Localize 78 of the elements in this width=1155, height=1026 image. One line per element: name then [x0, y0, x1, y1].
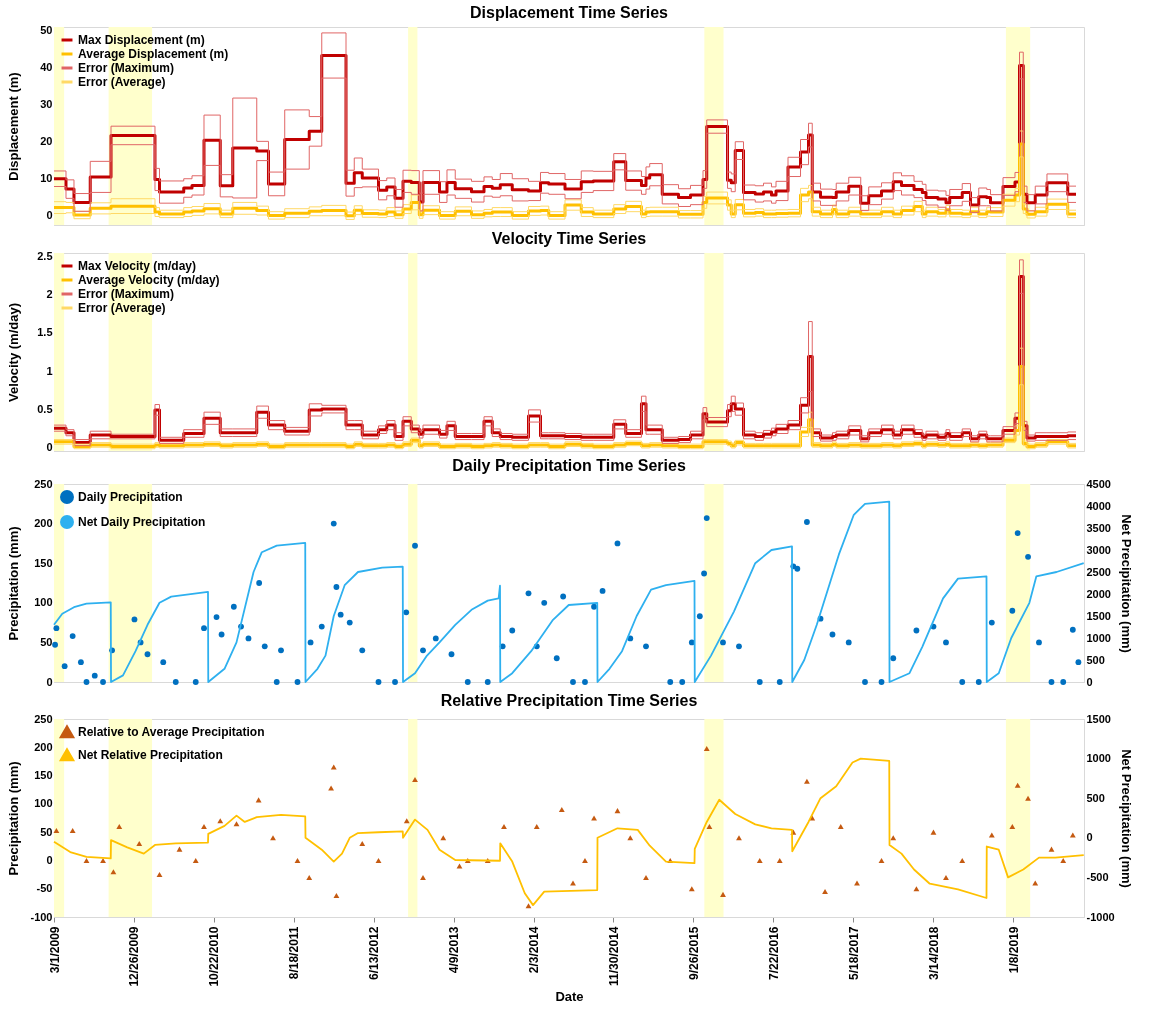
- y-tick-label: 50: [40, 635, 53, 648]
- y2-axis-title: Net Precipitation (mm): [1118, 749, 1134, 888]
- legend-label: Error (Average): [78, 301, 166, 315]
- y-tick-label: 100: [34, 596, 53, 609]
- y-tick-label: -50: [36, 882, 53, 895]
- y-tick-label: 250: [34, 712, 53, 725]
- y2-tick-label: 3500: [1086, 521, 1111, 534]
- y2-tick-label: 2500: [1086, 565, 1111, 578]
- y-tick-label: 20: [40, 135, 53, 148]
- legend-label: Net Daily Precipitation: [78, 515, 206, 529]
- chart-title: Velocity Time Series: [491, 229, 647, 247]
- y2-tick-label: 1000: [1086, 752, 1111, 765]
- chart-title: Daily Precipitation Time Series: [452, 457, 686, 474]
- legend-label: Net Relative Precipitation: [78, 748, 223, 762]
- y-tick-label: 50: [40, 24, 53, 37]
- y-tick-label: -100: [30, 910, 53, 923]
- legend-label: Max Displacement (m): [78, 33, 205, 47]
- y-tick-label: 30: [40, 98, 53, 111]
- y2-tick-label: 1500: [1086, 712, 1111, 725]
- legend-label: Relative to Average Precipitation: [78, 725, 265, 739]
- y-tick-label: 2.5: [37, 250, 53, 263]
- x-axis-title: Date: [555, 988, 584, 1004]
- y-tick-label: 150: [34, 769, 53, 782]
- y2-tick-label: 1500: [1086, 609, 1111, 622]
- y-axis-title: Velocity (m/day): [5, 303, 21, 402]
- chart-title: Displacement Time Series: [469, 3, 669, 21]
- y2-tick-label: 3000: [1086, 543, 1111, 556]
- legend-label: Error (Maximum): [78, 287, 175, 301]
- y-tick-label: 200: [34, 517, 53, 530]
- x-tick-label: 5/18/2017: [846, 926, 861, 980]
- x-tick-label: 2/3/2014: [527, 926, 542, 974]
- legend-label: Error (Maximum): [78, 61, 175, 75]
- x-tick-label: 3/1/2009: [47, 926, 62, 974]
- y-tick-label: 0: [46, 209, 53, 222]
- chart-title: Relative Precipitation Time Series: [440, 692, 698, 709]
- x-tick-label: 1/8/2019: [1006, 926, 1021, 974]
- y2-tick-label: 2000: [1086, 587, 1111, 600]
- y-tick-label: 0: [46, 440, 53, 453]
- y-axis-title: Displacement (m): [5, 72, 21, 181]
- x-tick-label: 6/13/2012: [367, 926, 382, 980]
- y-tick-label: 100: [34, 797, 53, 810]
- x-tick-label: 10/22/2010: [207, 926, 222, 987]
- y2-tick-label: 0: [1086, 675, 1093, 688]
- x-tick-label: 8/18/2011: [287, 926, 302, 980]
- x-tick-label: 3/14/2018: [926, 926, 941, 980]
- y-tick-label: 250: [34, 477, 53, 490]
- y2-tick-label: 4500: [1086, 477, 1111, 490]
- y2-tick-label: -1000: [1086, 910, 1115, 923]
- y-tick-label: 0: [46, 853, 53, 866]
- y-tick-label: 1: [46, 364, 53, 377]
- y-tick-label: 40: [40, 61, 53, 74]
- y2-tick-label: 4000: [1086, 499, 1111, 512]
- legend-label: Daily Precipitation: [78, 490, 183, 504]
- y2-tick-label: 1000: [1086, 631, 1111, 644]
- y-tick-label: 0: [46, 675, 53, 688]
- y2-tick-label: -500: [1086, 870, 1109, 883]
- y-tick-label: 2: [46, 288, 53, 301]
- y-tick-label: 150: [34, 556, 53, 569]
- x-tick-label: 7/22/2016: [766, 926, 781, 980]
- legend-label: Error (Average): [78, 75, 166, 89]
- y-tick-label: 0.5: [37, 402, 53, 415]
- y2-axis-title: Net Precipitation (mm): [1118, 514, 1134, 653]
- y2-tick-label: 500: [1086, 653, 1105, 666]
- legend-label: Average Velocity (m/day): [78, 273, 220, 287]
- y-axis-title: Precipitation (mm): [5, 761, 21, 876]
- y-tick-label: 200: [34, 740, 53, 753]
- x-tick-label: 12/26/2009: [127, 926, 142, 987]
- x-tick-label: 11/30/2014: [606, 926, 621, 986]
- legend-label: Max Velocity (m/day): [78, 259, 197, 273]
- y-axis-title: Precipitation (mm): [5, 526, 21, 641]
- y2-tick-label: 500: [1086, 791, 1105, 804]
- legend-label: Average Displacement (m): [78, 47, 229, 61]
- y2-tick-label: 0: [1086, 831, 1093, 844]
- x-tick-label: 4/9/2013: [447, 926, 462, 974]
- y-tick-label: 10: [40, 172, 53, 185]
- x-tick-label: 9/26/2015: [686, 926, 701, 980]
- y-tick-label: 1.5: [37, 326, 53, 339]
- y-tick-label: 50: [40, 825, 53, 838]
